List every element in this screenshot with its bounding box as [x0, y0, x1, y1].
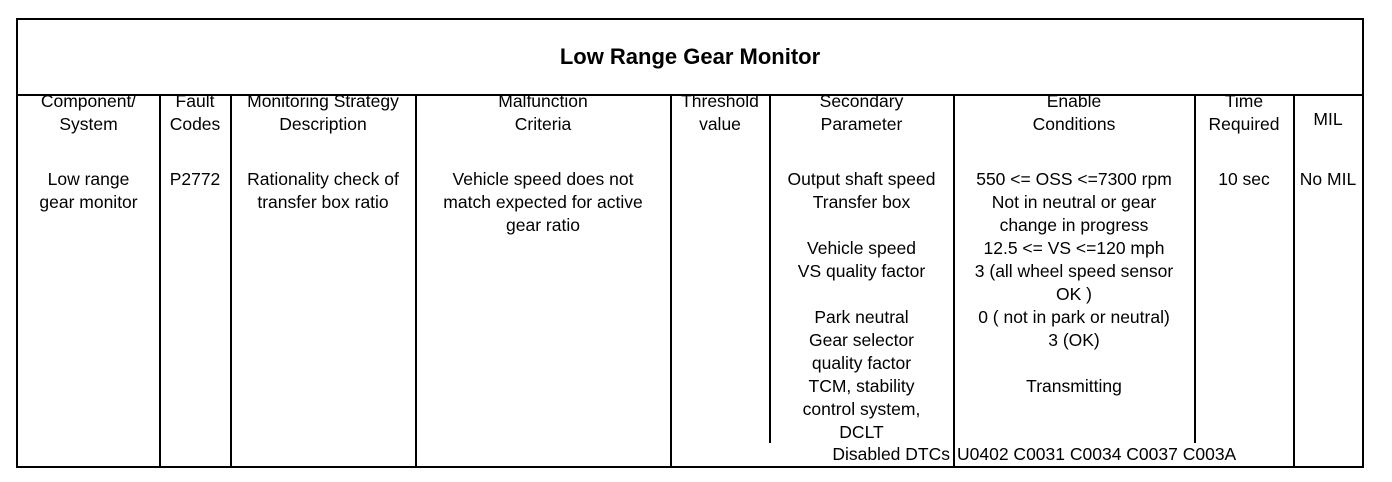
header-threshold: Threshold value [681, 91, 759, 134]
cell-time: 10 sec [1218, 169, 1270, 189]
cell-fault-code: P2772 [169, 169, 221, 189]
disabled-dtcs-codes: U0402 C0031 C0034 C0037 C003A [957, 444, 1237, 464]
col-divider [1194, 96, 1196, 443]
cell-mil: No MIL [1299, 169, 1357, 189]
col-divider [1293, 96, 1295, 468]
disabled-dtcs-label: Disabled DTCs [832, 444, 950, 464]
cell-strategy: Rationality check of transfer box ratio [247, 169, 399, 212]
cell-secondary: Output shaft speed Transfer box Vehicle … [787, 169, 936, 442]
monitor-table: Low Range Gear Monitor [16, 18, 1364, 468]
col-divider [953, 96, 955, 468]
header-enable: Enable Conditions [1032, 91, 1116, 134]
header-strategy: Monitoring Strategy Description [247, 91, 399, 134]
cell-malfunction: Vehicle speed does not match expected for… [443, 169, 643, 235]
col-divider [159, 96, 161, 468]
col-divider [415, 96, 417, 468]
header-fault-codes: Fault Codes [169, 91, 221, 134]
header-mil: MIL [1313, 109, 1343, 129]
header-malfunction: Malfunction Criteria [498, 91, 588, 134]
cell-enable: 550 <= OSS <=7300 rpm Not in neutral or … [974, 169, 1174, 396]
cell-component: Low range gear monitor [39, 169, 138, 212]
col-divider [230, 96, 232, 468]
col-divider [769, 96, 771, 443]
header-secondary: Secondary Parameter [819, 91, 904, 134]
col-divider [670, 96, 672, 468]
header-component: Component/System [40, 91, 137, 134]
table-title: Low Range Gear Monitor [18, 20, 1362, 96]
header-time: Time Required [1208, 91, 1280, 134]
